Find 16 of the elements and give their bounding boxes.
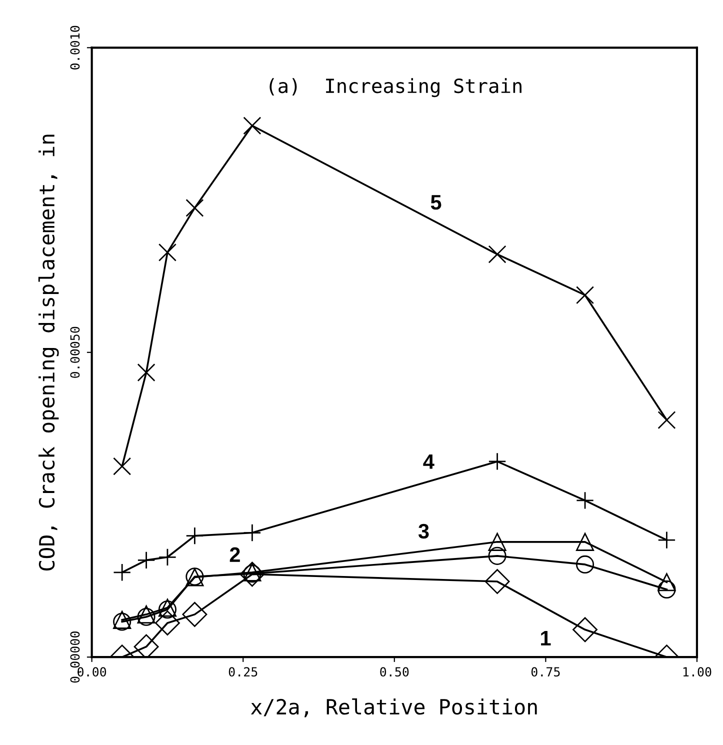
x-axis-title: x/2a, Relative Position	[250, 698, 537, 718]
series-label: 2	[230, 547, 240, 562]
series-label: 3	[418, 524, 429, 539]
x-tick-label: 0.75	[531, 667, 560, 677]
x-tick-label: 0.00	[78, 667, 106, 677]
series-label: 5	[430, 195, 442, 210]
y-tick-label: 0.00000	[70, 632, 80, 683]
series-label: 4	[423, 454, 434, 469]
y-tick-label: 0.0010	[70, 26, 80, 70]
x-tick-label: 0.25	[228, 667, 258, 677]
text: (a) Increasing Strain	[270, 78, 522, 98]
y-tick-label: 0.00050	[70, 326, 80, 378]
y-axis-title: COD, Crack opening displacement, in	[38, 134, 59, 570]
x-tick-label: 1.00	[683, 667, 712, 677]
series-label: 1	[541, 630, 551, 646]
x-tick-label: 0.50	[380, 667, 409, 677]
